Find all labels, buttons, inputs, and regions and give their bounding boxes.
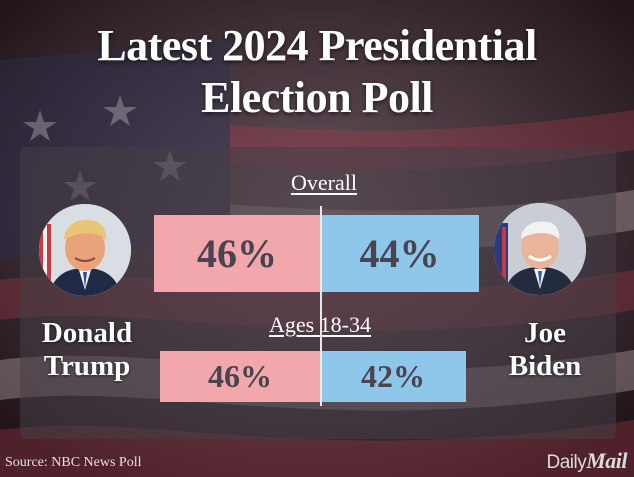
logo-daily: Daily (546, 452, 587, 473)
title-line-1: Latest 2024 Presidential (97, 21, 537, 70)
biden-name: Joe Biden (480, 317, 610, 383)
bar-value-overall-trump: 46% (197, 231, 277, 276)
dailymail-logo: DailyMail (546, 448, 627, 474)
source-note: Source: NBC News Poll (5, 455, 142, 470)
bar-ages-trump: 46% (160, 351, 320, 402)
bar-value-overall-biden: 44% (359, 231, 440, 276)
center-divider (320, 206, 322, 406)
biden-last-name: Biden (508, 350, 582, 382)
bar-ages-biden: 42% (320, 351, 466, 402)
category-label-ages: Ages 18-34 (268, 312, 372, 337)
trump-first-name: Donald (41, 317, 133, 349)
biden-first-name: Joe (524, 317, 566, 349)
biden-portrait-icon (494, 203, 586, 295)
bar-value-ages-trump: 46% (208, 358, 272, 394)
bar-overall-biden: 44% (320, 215, 479, 292)
logo-mail: Mail (586, 448, 627, 473)
trump-last-name: Trump (43, 350, 131, 382)
trump-name: Donald Trump (22, 317, 152, 383)
title-line-2: Election Poll (201, 73, 433, 122)
bar-overall-trump: 46% (154, 215, 320, 292)
trump-portrait-icon (39, 204, 131, 296)
category-label-overall: Overall (291, 170, 357, 195)
bar-value-ages-biden: 42% (361, 358, 425, 394)
